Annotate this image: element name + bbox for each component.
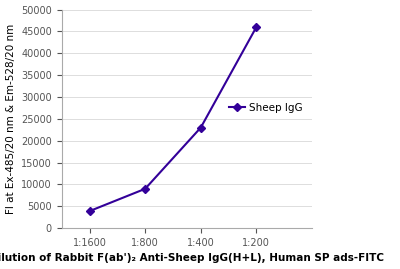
Sheep IgG (254, 26, 259, 29)
X-axis label: Dilution of Rabbit F(ab')₂ Anti-Sheep IgG(H+L), Human SP ads-FITC: Dilution of Rabbit F(ab')₂ Anti-Sheep Ig… (0, 253, 384, 263)
Sheep IgG (87, 210, 92, 213)
Legend: Sheep IgG: Sheep IgG (225, 99, 307, 117)
Line: Sheep IgG: Sheep IgG (87, 24, 259, 214)
Y-axis label: FI at Ex-485/20 nm & Em-528/20 nm: FI at Ex-485/20 nm & Em-528/20 nm (6, 24, 16, 214)
Sheep IgG (143, 187, 148, 190)
Sheep IgG (198, 126, 203, 129)
